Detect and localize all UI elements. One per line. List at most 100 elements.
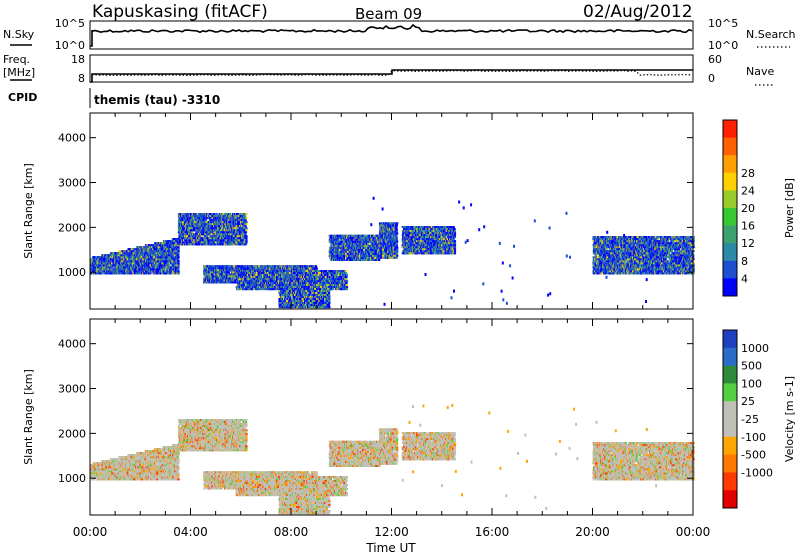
power-cell <box>168 256 171 259</box>
power-cell <box>177 270 180 273</box>
power-cell <box>230 237 233 240</box>
nsky-tick-top: 10^5 <box>55 17 85 30</box>
power-cell <box>195 231 198 234</box>
power-cell <box>223 225 226 228</box>
power-cell <box>195 239 198 242</box>
power-cell <box>222 233 225 236</box>
power-cell <box>149 264 152 267</box>
power-cell <box>90 266 93 269</box>
power-cell <box>167 240 170 243</box>
power-cell <box>186 231 189 234</box>
power-cell <box>136 258 139 261</box>
power-cell <box>229 239 232 242</box>
power-cell <box>182 229 185 232</box>
power-cell <box>220 221 223 224</box>
power-cell <box>191 217 194 220</box>
power-cell <box>119 256 122 259</box>
power-cell <box>96 270 99 273</box>
power-cell <box>220 229 223 232</box>
power-cell <box>153 246 156 249</box>
power-cell <box>152 252 155 255</box>
power-cell <box>187 217 190 220</box>
power-cell <box>244 219 247 222</box>
power-cell <box>119 250 122 253</box>
power-cell <box>117 270 120 273</box>
power-cell <box>131 266 134 269</box>
power-cell <box>125 252 128 255</box>
power-cell <box>177 256 180 259</box>
power-cell <box>151 260 154 263</box>
nsearch-tick-bottom: 10^0 <box>708 39 738 52</box>
power-cell <box>129 252 132 255</box>
power-cell <box>167 272 170 275</box>
cpid-panel: CPID themis (tau) -3310 <box>8 88 220 108</box>
power-cell <box>211 233 214 236</box>
power-cell <box>222 221 225 224</box>
power-cell <box>223 217 226 220</box>
power-cell <box>245 213 248 215</box>
power-cell <box>110 254 113 257</box>
power-cell <box>184 235 187 238</box>
power-cell <box>218 265 221 268</box>
power-cell <box>193 237 196 240</box>
power-cell <box>167 250 170 253</box>
power-cell <box>179 241 182 244</box>
power-cell <box>145 264 148 267</box>
power-cell <box>118 252 122 255</box>
power-cell <box>201 235 204 238</box>
power-cell <box>215 213 218 215</box>
power-cell <box>153 254 156 257</box>
power-cell <box>197 239 200 242</box>
power-cell <box>106 260 109 263</box>
power-cell <box>203 221 206 224</box>
power-cell <box>222 239 225 242</box>
power-cell <box>178 239 181 242</box>
power-cell <box>115 258 118 261</box>
power-cell <box>131 248 134 251</box>
power-cell <box>113 254 117 257</box>
power-cell <box>169 246 172 249</box>
power-cell <box>134 266 137 269</box>
power-cell <box>177 264 180 267</box>
power-cell <box>166 258 169 261</box>
power-cell <box>151 268 154 271</box>
power-cell <box>154 250 157 253</box>
power-cell <box>147 252 150 255</box>
power-cell <box>211 273 214 276</box>
power-cell <box>177 250 180 253</box>
power-cell <box>241 265 244 268</box>
freq-unit: [MHz] <box>3 66 35 79</box>
power-cell <box>145 262 148 265</box>
power-cell <box>114 270 117 273</box>
power-cell <box>224 223 227 226</box>
power-cell <box>114 268 117 271</box>
power-cell <box>152 244 155 247</box>
power-cell <box>213 231 216 234</box>
power-cell <box>189 239 192 242</box>
power-cell <box>194 237 197 240</box>
power-cell <box>162 254 165 257</box>
power-cell <box>218 271 221 274</box>
power-cell <box>231 235 234 238</box>
power-cell <box>99 268 102 271</box>
power-cell <box>154 242 157 245</box>
power-cell <box>194 227 197 230</box>
power-cell <box>188 215 191 217</box>
power-cell <box>104 254 107 257</box>
power-cell <box>206 227 209 230</box>
power-cell <box>205 231 208 234</box>
power-cell <box>136 264 139 267</box>
power-cell <box>221 237 225 240</box>
power-cell <box>177 231 181 234</box>
power-cell <box>202 223 205 226</box>
power-cell <box>174 254 177 257</box>
power-cell <box>160 250 163 253</box>
power-cell <box>143 248 146 251</box>
power-cell <box>174 268 177 271</box>
power-cell <box>185 233 188 236</box>
power-cell <box>125 250 128 253</box>
freq-panel: Freq. [MHz] 18 8 60 0 Nave <box>3 53 775 86</box>
power-cell <box>219 217 222 220</box>
power-cell <box>121 272 124 275</box>
